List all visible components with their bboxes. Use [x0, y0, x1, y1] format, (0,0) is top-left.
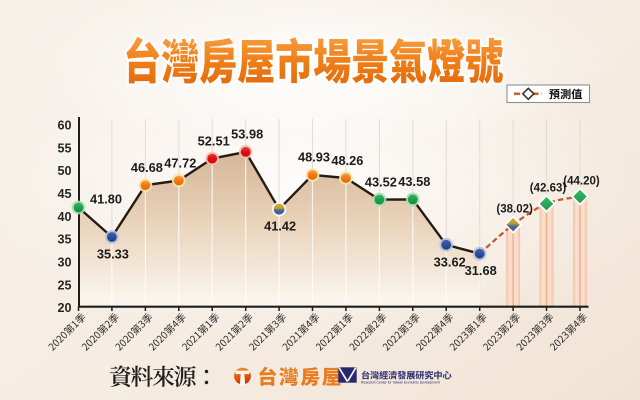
svg-text:48.93: 48.93 [298, 150, 330, 165]
svg-text:48.26: 48.26 [331, 153, 363, 168]
svg-text:(42.63): (42.63) [530, 183, 567, 195]
svg-text:47.72: 47.72 [164, 155, 196, 170]
svg-text:43.58: 43.58 [398, 174, 430, 189]
svg-text:40: 40 [57, 210, 71, 224]
svg-text:52.51: 52.51 [198, 133, 230, 148]
svg-text:55: 55 [57, 141, 71, 155]
svg-text:(44.20): (44.20) [563, 176, 600, 188]
svg-text:20: 20 [57, 301, 71, 315]
svg-text:43.52: 43.52 [365, 174, 397, 189]
svg-text:35.33: 35.33 [97, 247, 129, 262]
svg-text:Research Center for Taiwan Eco: Research Center for Taiwan Economic Deve… [361, 380, 440, 384]
svg-text:31.68: 31.68 [465, 263, 497, 278]
svg-text:53.98: 53.98 [231, 127, 263, 142]
svg-text:45: 45 [57, 187, 71, 201]
svg-text:60: 60 [57, 119, 71, 133]
svg-text:(38.02): (38.02) [496, 204, 533, 216]
svg-text:30: 30 [57, 256, 71, 270]
svg-text:41.42: 41.42 [264, 219, 296, 234]
svg-text:46.68: 46.68 [131, 160, 163, 175]
svg-text:33.62: 33.62 [434, 254, 466, 269]
svg-text:35: 35 [57, 233, 71, 247]
svg-text:41.80: 41.80 [90, 192, 122, 207]
svg-text:25: 25 [57, 278, 71, 292]
svg-text:50: 50 [57, 164, 71, 178]
